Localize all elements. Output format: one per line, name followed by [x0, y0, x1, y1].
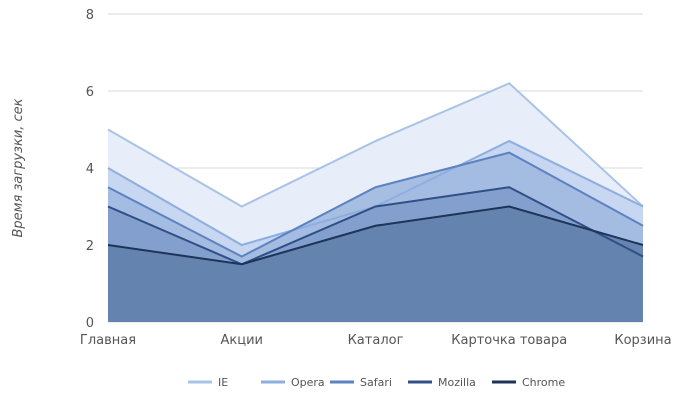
y-tick-label: 4	[86, 162, 94, 177]
x-tick-label: Акции	[221, 333, 264, 348]
legend-item-chrome: Chrome	[492, 376, 565, 389]
series-areas	[108, 83, 643, 322]
y-axis-label: Время загрузки, сек	[11, 98, 26, 237]
y-tick-label: 8	[86, 8, 94, 23]
legend-label: Opera	[291, 376, 325, 389]
y-tick-label: 0	[86, 316, 94, 331]
y-tick-label: 6	[86, 85, 94, 100]
legend-item-safari: Safari	[330, 376, 392, 389]
y-tick-label: 2	[86, 239, 94, 254]
area-chrome	[108, 206, 643, 322]
legend-label: Safari	[360, 376, 392, 389]
x-tick-label: Карточка товара	[451, 333, 567, 348]
x-axis-ticks: Главная Акции Каталог Карточка товара Корзин…	[80, 333, 672, 348]
x-tick-label: Каталог	[348, 333, 404, 348]
legend-item-mozilla: Mozilla	[408, 376, 476, 389]
legend-label: IE	[218, 376, 228, 389]
legend-item-ie: IE	[188, 376, 228, 389]
y-axis-ticks: 0 2 4 6 8	[86, 8, 94, 331]
legend: IE Opera Safari Mozilla Chrome	[188, 376, 565, 389]
x-tick-label: Главная	[80, 333, 136, 348]
legend-label: Chrome	[522, 376, 565, 389]
legend-item-opera: Opera	[261, 376, 325, 389]
legend-label: Mozilla	[438, 376, 476, 389]
series-lines	[107, 82, 644, 266]
x-tick-label: Корзина	[614, 333, 671, 348]
